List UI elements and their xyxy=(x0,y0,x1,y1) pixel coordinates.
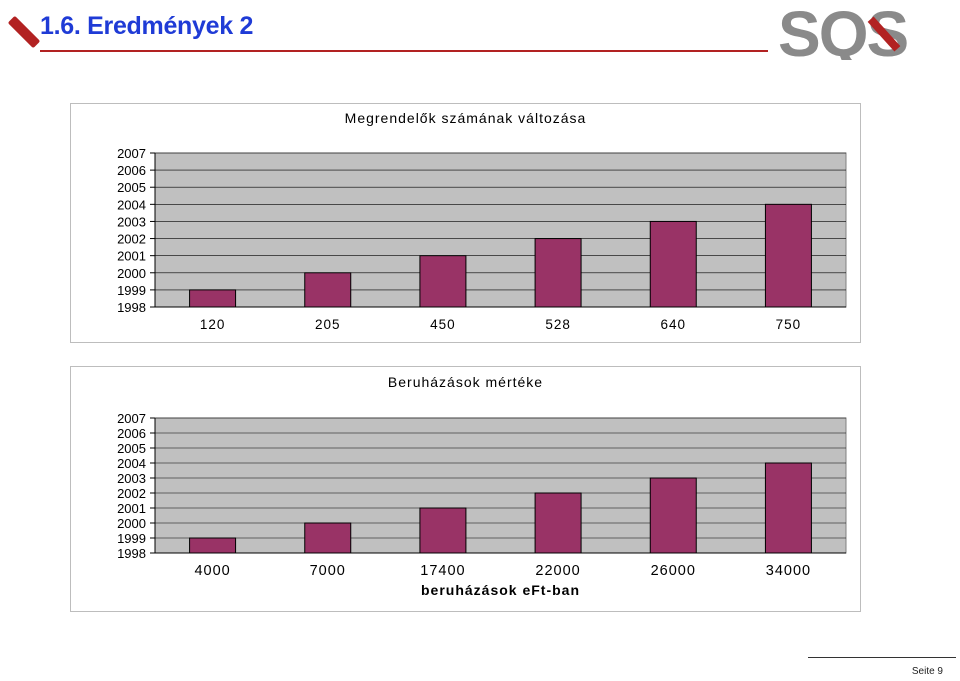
chart-customers-plot: 1998 1999 2000 2001 2002 2003 2004 2005 2006 2007… xyxy=(117,146,847,332)
category-label: 750 xyxy=(776,317,802,332)
y-tick-label: 2006 xyxy=(117,426,146,441)
y-tick-label: 2000 xyxy=(117,266,146,281)
slide-title: 1.6. Eredmények 2 xyxy=(40,12,254,40)
category-label: 34000 xyxy=(766,563,811,579)
y-tick-label: 2004 xyxy=(117,197,146,212)
category-label: 4000 xyxy=(194,563,230,579)
bar xyxy=(189,537,237,554)
footer-line xyxy=(808,657,956,658)
bar xyxy=(419,255,467,308)
y-tick-label: 2004 xyxy=(117,456,146,471)
category-label: 528 xyxy=(545,317,571,332)
bar xyxy=(649,477,697,554)
y-tick-label: 2007 xyxy=(117,146,146,161)
bar xyxy=(304,522,352,554)
y-tick-label: 2002 xyxy=(117,232,146,247)
y-tick-label: 2000 xyxy=(117,516,146,531)
category-label: 205 xyxy=(315,317,341,332)
y-tick-label: 2001 xyxy=(117,249,146,264)
category-label: 17400 xyxy=(420,563,465,579)
bar xyxy=(189,289,237,308)
y-tick-label: 2001 xyxy=(117,501,146,516)
chart-investments: Beruházások mértéke 1998 1999 2000 2001 2002… xyxy=(70,366,861,612)
bar xyxy=(534,238,582,308)
category-label: 120 xyxy=(200,317,226,332)
category-label: 640 xyxy=(660,317,686,332)
y-tick-label: 1998 xyxy=(117,300,146,315)
y-tick-label: 2005 xyxy=(117,180,146,195)
page-number: Seite 9 xyxy=(911,666,943,677)
bar xyxy=(764,203,812,308)
sqs-logo: SQS xyxy=(778,2,909,60)
y-tick-label: 1999 xyxy=(117,531,146,546)
y-tick-label: 2006 xyxy=(117,163,146,178)
category-label: 450 xyxy=(430,317,456,332)
category-label: 26000 xyxy=(651,563,696,579)
chart-customers: Megrendelők számának változása 1998 1999 2… xyxy=(70,103,861,343)
y-tick-label: 2007 xyxy=(117,411,146,426)
category-label: 7000 xyxy=(310,563,346,579)
chart-investments-plot: 1998199920002001200220032004200520062007… xyxy=(117,411,847,598)
y-tick-label: 2002 xyxy=(117,486,146,501)
y-tick-label: 1999 xyxy=(117,283,146,298)
y-tick-label: 1998 xyxy=(117,546,146,561)
chart-title: Megrendelők számának változása xyxy=(344,110,587,126)
bar xyxy=(534,492,582,554)
header-accent-slash xyxy=(7,15,41,49)
bar xyxy=(304,272,352,308)
bar xyxy=(649,220,697,308)
bar xyxy=(764,462,812,554)
header-underline xyxy=(40,50,768,52)
bar xyxy=(419,507,467,554)
plot-area xyxy=(154,152,847,308)
y-tick-label: 2003 xyxy=(117,214,146,229)
chart-title: Beruházások mértéke xyxy=(387,374,544,390)
x-axis-label: beruházások eFt-ban xyxy=(421,582,580,598)
logo-text: SQS xyxy=(778,2,907,60)
plot-area xyxy=(154,417,847,554)
y-tick-label: 2005 xyxy=(117,441,146,456)
y-tick-label: 2003 xyxy=(117,471,146,486)
logo-slash xyxy=(867,16,901,52)
category-label: 22000 xyxy=(535,563,580,579)
